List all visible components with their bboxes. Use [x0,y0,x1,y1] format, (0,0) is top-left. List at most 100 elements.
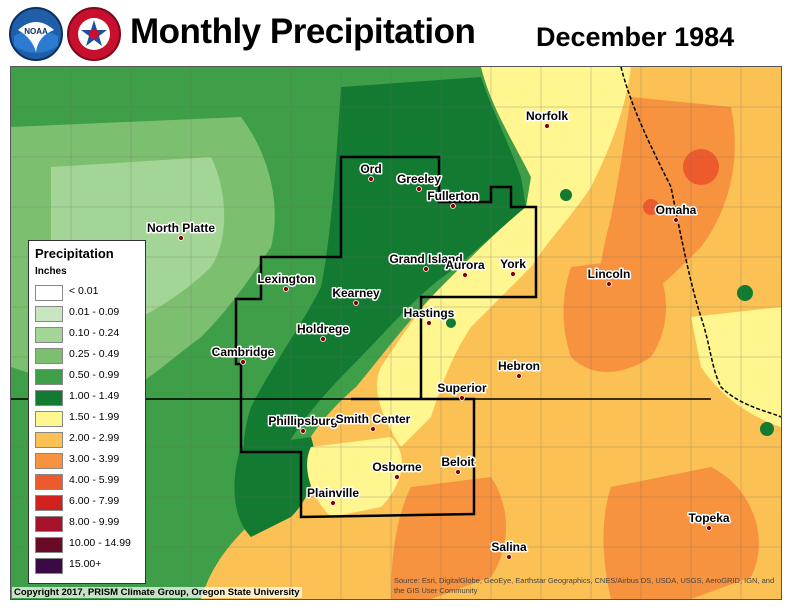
city-marker[interactable]: Omaha [654,202,698,223]
city-marker[interactable]: Lincoln [586,266,632,287]
city-label: Topeka [688,511,729,525]
city-label: Greeley [397,172,441,186]
city-dot [706,525,712,531]
city-marker[interactable]: Grand Island [388,251,464,272]
svg-text:NOAA: NOAA [24,27,48,36]
city-label: Norfolk [526,109,568,123]
precip-spot-green-norfolk [560,189,572,201]
legend-entry: 0.25 - 0.49 [35,346,143,364]
city-marker[interactable]: Kearney [331,285,382,306]
legend-label: 0.10 - 0.24 [69,327,120,339]
city-label: Aurora [445,258,485,272]
precip-zone-300-399-southeast [603,467,759,599]
city-marker[interactable]: Cambridge [210,344,276,365]
legend-entry: 4.00 - 5.99 [35,472,143,490]
city-marker[interactable]: Superior [436,380,489,401]
map-date-subtitle: December 1984 [536,22,735,52]
city-label: Grand Island [389,252,462,266]
city-dot [330,500,336,506]
legend-swatch [35,453,63,469]
city-label: Plainville [307,486,359,500]
copyright-notice: Copyright 2017, PRISM Climate Group, Ore… [12,587,302,598]
legend-label: < 0.01 [69,285,99,297]
missouri-river-boundary [620,67,781,418]
city-marker[interactable]: Phillipsburg [267,413,339,434]
city-marker[interactable]: Holdrege [295,321,351,342]
legend-swatch [35,495,63,511]
city-marker[interactable]: Aurora [444,257,486,278]
city-dot [370,426,376,432]
city-label: Phillipsburg [268,414,337,428]
legend-entry: 2.00 - 2.99 [35,430,143,448]
map-legend: Precipitation Inches < 0.01 0.01 - 0.09 0.… [28,240,146,584]
legend-label: 0.01 - 0.09 [69,306,120,318]
city-label: Ord [360,162,381,176]
legend-label: 0.25 - 0.49 [69,348,120,360]
precip-zone-300-399-lincoln [563,257,666,372]
city-dot [320,336,326,342]
legend-label: 15.00+ [69,558,102,570]
national-weather-service-logo [67,7,121,61]
city-label: Omaha [656,203,697,217]
city-marker[interactable]: Salina [490,539,528,560]
city-dot [673,217,679,223]
city-dot [416,186,422,192]
city-dot [283,286,289,292]
city-dot [426,320,432,326]
city-label: York [500,257,526,271]
city-marker[interactable]: Greeley [395,171,443,192]
city-dot [450,203,456,209]
city-label: Lincoln [588,267,631,281]
city-dot [423,266,429,272]
legend-entry: 0.10 - 0.24 [35,325,143,343]
city-label: Kearney [332,286,380,300]
legend-entry: 15.00+ [35,556,143,574]
legend-swatch [35,285,63,301]
city-label: Salina [491,540,527,554]
legend-label: 10.00 - 14.99 [69,537,131,549]
legend-swatch [35,411,63,427]
legend-entry: 1.00 - 1.49 [35,388,143,406]
city-marker[interactable]: Lexington [256,271,316,292]
legend-swatch [35,474,63,490]
legend-swatch [35,327,63,343]
legend-entry: 0.50 - 0.99 [35,367,143,385]
legend-entry: 10.00 - 14.99 [35,535,143,553]
precipitation-map[interactable]: Norfolk Ord Greeley Fullerton North Platte Om… [10,66,782,600]
precip-spot-green-aurora [446,318,456,328]
legend-swatch [35,306,63,322]
city-label: Hebron [498,359,540,373]
city-marker[interactable]: Plainville [305,485,361,506]
city-marker[interactable]: Hastings [402,305,456,326]
city-dot [353,300,359,306]
city-marker[interactable]: Smith Center [334,411,412,432]
city-label: Smith Center [336,412,411,426]
legend-swatch [35,390,63,406]
city-marker[interactable]: North Platte [145,220,217,241]
map-header: NOAA Monthly Precipitation December 1984 [0,0,792,66]
city-marker[interactable]: Hebron [497,358,542,379]
city-marker[interactable]: Osborne [371,459,423,480]
legend-entry: 1.50 - 1.99 [35,409,143,427]
legend-entry: 8.00 - 9.99 [35,514,143,532]
noaa-logo: NOAA [9,7,63,61]
city-label: Lexington [257,272,314,286]
legend-label: 8.00 - 9.99 [69,516,120,528]
precip-zone-150-199-east [691,307,781,427]
city-dot [506,554,512,560]
study-region-outline [234,155,538,519]
city-marker[interactable]: Ord [359,161,383,182]
city-marker[interactable]: Topeka [687,510,731,531]
city-marker[interactable]: Fullerton [426,188,480,209]
legend-label: 0.50 - 0.99 [69,369,120,381]
city-marker[interactable]: York [499,256,528,277]
legend-entry: 0.01 - 0.09 [35,304,143,322]
map-canvas[interactable]: Norfolk Ord Greeley Fullerton North Platte Om… [11,67,781,599]
legend-label: 2.00 - 2.99 [69,432,120,444]
legend-label: 3.00 - 3.99 [69,453,120,465]
city-marker[interactable]: Norfolk [525,108,570,129]
map-data-attribution: Source: Esri, DigitalGlobe, GeoEye, Eart… [394,576,775,595]
legend-swatch [35,537,63,553]
city-marker[interactable]: Beloit [440,454,476,475]
legend-entry: 3.00 - 3.99 [35,451,143,469]
